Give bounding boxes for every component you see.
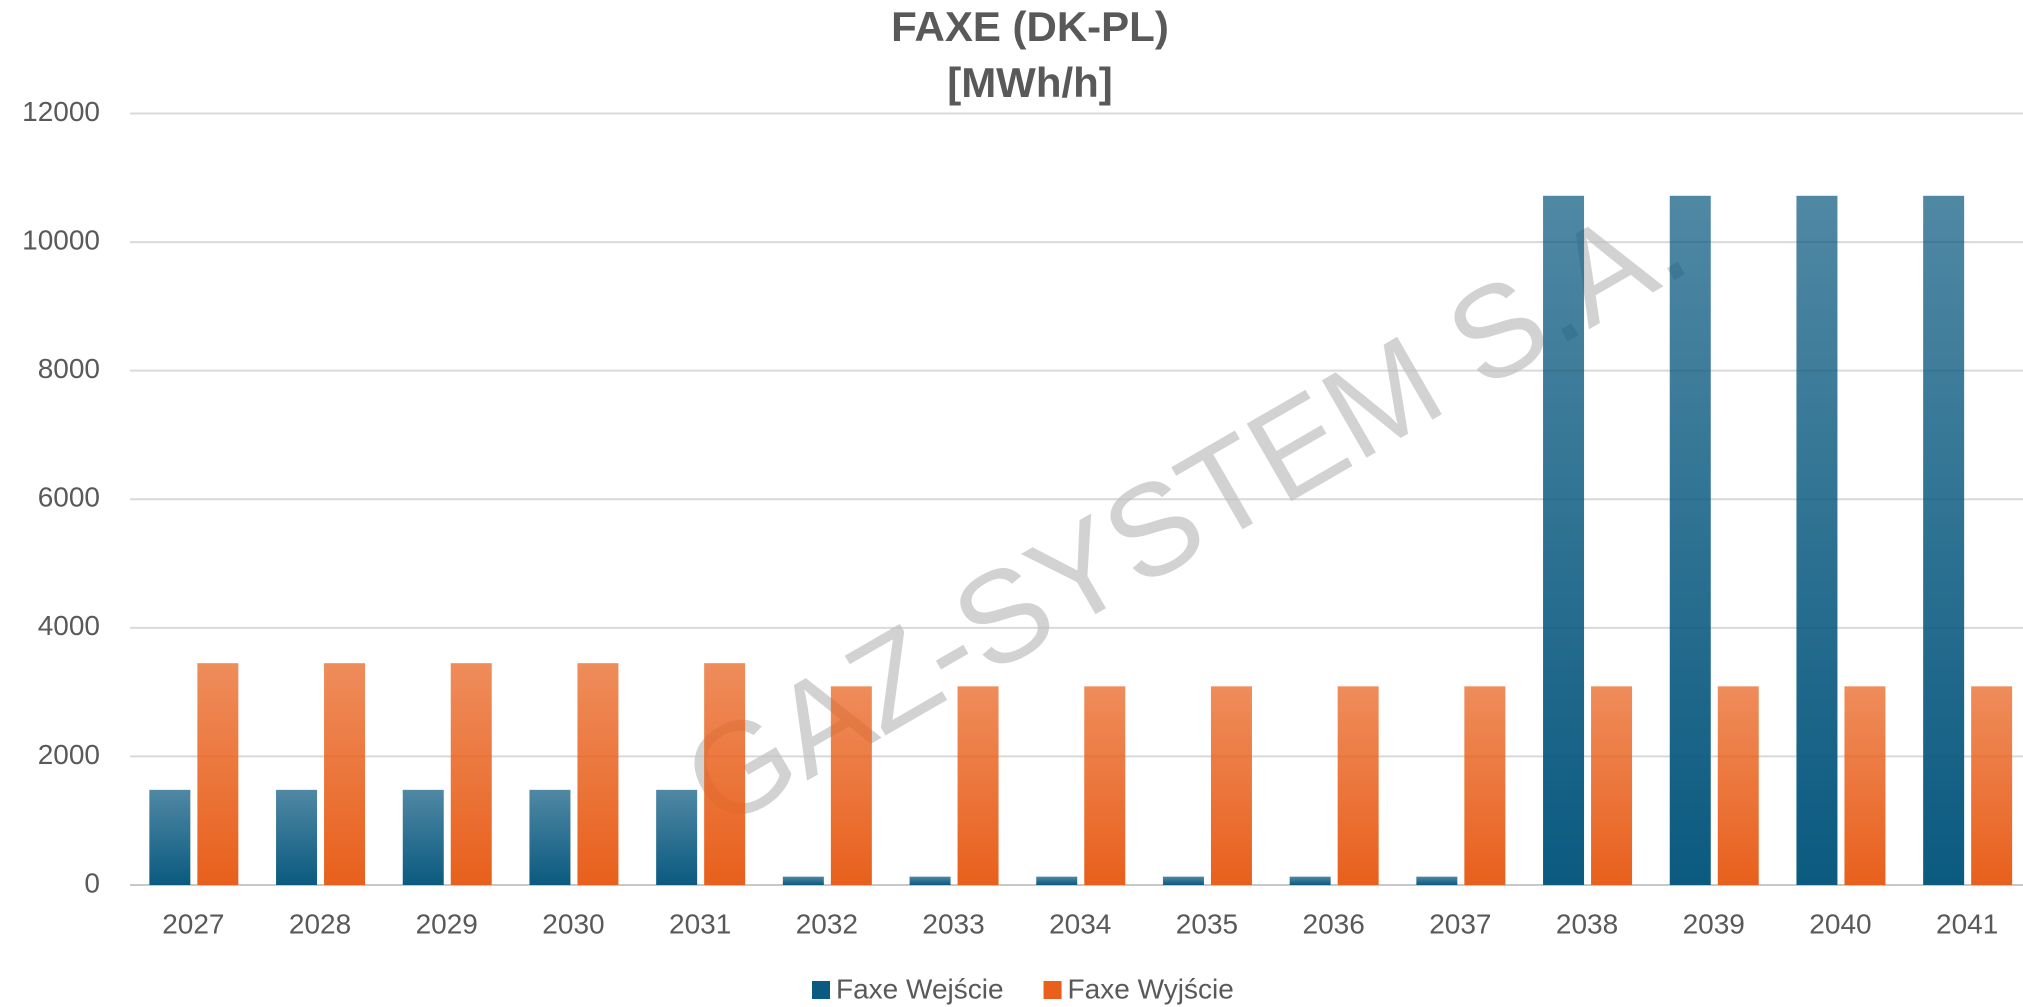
bar	[1416, 876, 1458, 885]
bar	[450, 663, 492, 885]
bar	[577, 663, 619, 885]
bar	[957, 686, 999, 885]
bar	[324, 663, 366, 885]
bar	[1289, 876, 1331, 885]
bar	[830, 686, 872, 885]
bar	[1796, 195, 1838, 885]
bar	[656, 789, 698, 885]
bar	[1669, 195, 1711, 885]
x-tick-label: 2028	[289, 908, 351, 939]
x-tick-label: 2036	[1303, 908, 1365, 939]
bar	[704, 663, 746, 885]
y-tick-label: 10000	[22, 224, 100, 255]
bar	[1036, 876, 1078, 885]
legend-label: Faxe Wejście	[836, 973, 1004, 1004]
bar	[782, 876, 824, 885]
bar	[1162, 876, 1204, 885]
bar	[276, 789, 318, 885]
bar	[197, 663, 239, 885]
x-tick-label: 2029	[416, 908, 478, 939]
y-tick-label: 2000	[38, 739, 100, 770]
bar	[1337, 686, 1379, 885]
x-tick-label: 2038	[1556, 908, 1618, 939]
bar	[149, 789, 191, 885]
bar	[909, 876, 951, 885]
bar	[1084, 686, 1126, 885]
bar	[1591, 686, 1633, 885]
bar	[1971, 686, 2013, 885]
y-tick-label: 8000	[38, 353, 100, 384]
y-tick-label: 6000	[38, 482, 100, 513]
chart-title: FAXE (DK-PL)	[891, 3, 1169, 50]
x-tick-label: 2041	[1936, 908, 1998, 939]
x-tick-label: 2037	[1429, 908, 1491, 939]
legend-label: Faxe Wyjście	[1068, 973, 1234, 1004]
bar	[529, 789, 571, 885]
bar	[1923, 195, 1965, 885]
y-tick-label: 0	[84, 867, 100, 898]
x-tick-label: 2033	[922, 908, 984, 939]
x-tick-label: 2027	[162, 908, 224, 939]
bar	[1464, 686, 1506, 885]
y-tick-label: 4000	[38, 610, 100, 641]
bar	[1210, 686, 1252, 885]
legend-swatch	[1043, 981, 1062, 999]
x-tick-label: 2039	[1683, 908, 1745, 939]
x-tick-label: 2032	[796, 908, 858, 939]
x-tick-label: 2040	[1809, 908, 1871, 939]
x-tick-label: 2034	[1049, 908, 1111, 939]
y-tick-label: 12000	[22, 96, 100, 127]
x-tick-label: 2030	[542, 908, 604, 939]
x-tick-label: 2035	[1176, 908, 1238, 939]
legend-swatch	[812, 981, 830, 999]
bar	[1717, 686, 1759, 885]
bar	[402, 789, 444, 885]
chart-subtitle: [MWh/h]	[947, 59, 1113, 106]
bar	[1844, 686, 1886, 885]
x-tick-label: 2031	[669, 908, 731, 939]
bar	[1543, 195, 1585, 885]
